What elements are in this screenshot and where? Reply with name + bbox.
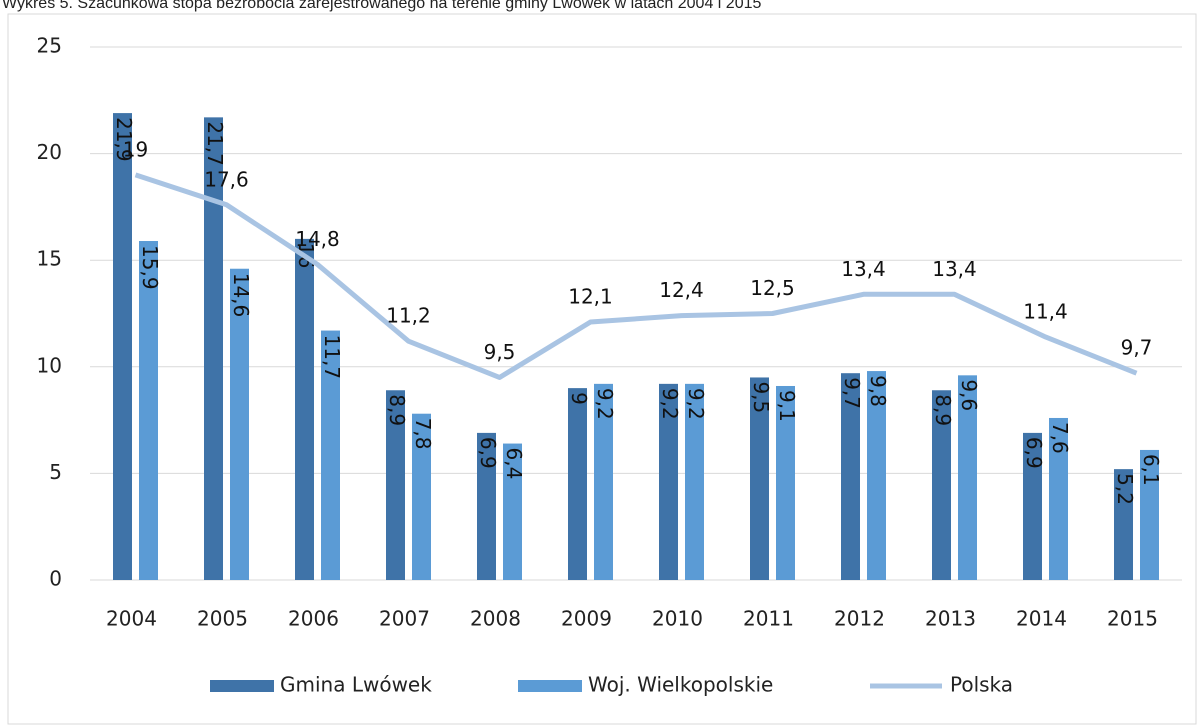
bar-value-label: 7,6 [1048, 422, 1072, 454]
bar [594, 383, 613, 580]
x-tick-label: 2015 [1107, 607, 1158, 631]
bar [477, 432, 496, 580]
bar-value-label: 6,1 [1139, 454, 1163, 486]
bar-value-label: 6,9 [1022, 437, 1046, 469]
legend-label: Woj. Wielkopolskie [588, 673, 773, 697]
bar [1049, 417, 1068, 580]
legend-label: Polska [950, 673, 1013, 697]
bar-value-label: 9,7 [840, 377, 864, 409]
y-tick-label: 25 [37, 34, 62, 58]
x-tick-label: 2006 [288, 607, 339, 631]
y-tick-label: 5 [49, 460, 62, 484]
bar-value-label: 8,9 [931, 394, 955, 426]
bar-value-label: 9,1 [775, 390, 799, 422]
bar [230, 268, 249, 580]
bar [776, 385, 795, 580]
y-tick-label: 10 [37, 353, 62, 377]
line-value-label: 13,4 [932, 257, 977, 281]
line-value-label: 9,5 [484, 340, 516, 364]
bar [659, 383, 678, 580]
bar [386, 390, 405, 580]
line [134, 172, 1138, 380]
bar-value-label: 9,5 [749, 381, 773, 413]
x-tick-label: 2012 [834, 607, 885, 631]
legend-label: Gmina Lwówek [280, 673, 432, 697]
bar [685, 383, 704, 580]
bar [1023, 432, 1042, 580]
bar-value-label: 9 [567, 392, 591, 405]
bar-value-label: 9,6 [957, 379, 981, 411]
bar [139, 241, 158, 580]
line-value-label: 11,2 [386, 304, 431, 328]
bar-value-label: 9,2 [684, 388, 708, 420]
bar [321, 330, 340, 580]
bar-value-label: 9,2 [593, 388, 617, 420]
y-tick-label: 0 [49, 567, 62, 591]
x-tick-label: 2013 [925, 607, 976, 631]
bar [204, 117, 223, 580]
y-tick-label: 20 [37, 140, 62, 164]
bar-value-label: 5,2 [1113, 473, 1137, 505]
bar [932, 390, 951, 580]
bar [958, 375, 977, 580]
bar [295, 238, 314, 580]
x-tick-label: 2011 [743, 607, 794, 631]
bar-value-label: 8,9 [385, 394, 409, 426]
line-value-label: 11,4 [1023, 299, 1068, 323]
legend-swatch [210, 680, 274, 692]
bar [1114, 469, 1133, 580]
line-value-label: 17,6 [204, 167, 249, 191]
line-value-label: 12,1 [568, 285, 613, 309]
line-value-label: 12,4 [659, 278, 704, 302]
bar [750, 377, 769, 580]
line-value-label: 12,5 [750, 276, 795, 300]
bar [113, 113, 132, 580]
bar [568, 388, 587, 580]
bar-value-label: 21,7 [203, 121, 227, 166]
bar [841, 373, 860, 580]
bar [867, 371, 886, 580]
legend-swatch [518, 680, 582, 692]
bar-value-label: 9,2 [658, 388, 682, 420]
bar [412, 413, 431, 580]
bar-value-label: 6,4 [502, 448, 526, 480]
bar-value-label: 7,8 [411, 418, 435, 450]
bar [1140, 449, 1159, 580]
chart-title: Wykres 5. Szacunkowa stopa bezrobocia za… [2, 0, 761, 12]
line-value-label: 13,4 [841, 257, 886, 281]
line-value-label: 19 [123, 137, 148, 161]
x-tick-label: 2007 [379, 607, 430, 631]
bar-value-label: 14,6 [229, 273, 253, 318]
line-value-label: 14,8 [295, 227, 340, 251]
y-tick-label: 15 [37, 247, 62, 271]
bar [503, 443, 522, 580]
x-tick-label: 2010 [652, 607, 703, 631]
bar-value-label: 6,9 [476, 437, 500, 469]
x-tick-label: 2005 [197, 607, 248, 631]
x-tick-label: 2004 [106, 607, 157, 631]
x-tick-label: 2009 [561, 607, 612, 631]
bar-value-label: 11,7 [320, 335, 344, 380]
bar-value-label: 15,9 [138, 245, 162, 290]
x-tick-label: 2014 [1016, 607, 1067, 631]
bar-value-label: 21,9 [112, 117, 136, 162]
x-tick-label: 2008 [470, 607, 521, 631]
bar-value-label: 9,8 [866, 375, 890, 407]
line-value-label: 9,7 [1121, 336, 1153, 360]
